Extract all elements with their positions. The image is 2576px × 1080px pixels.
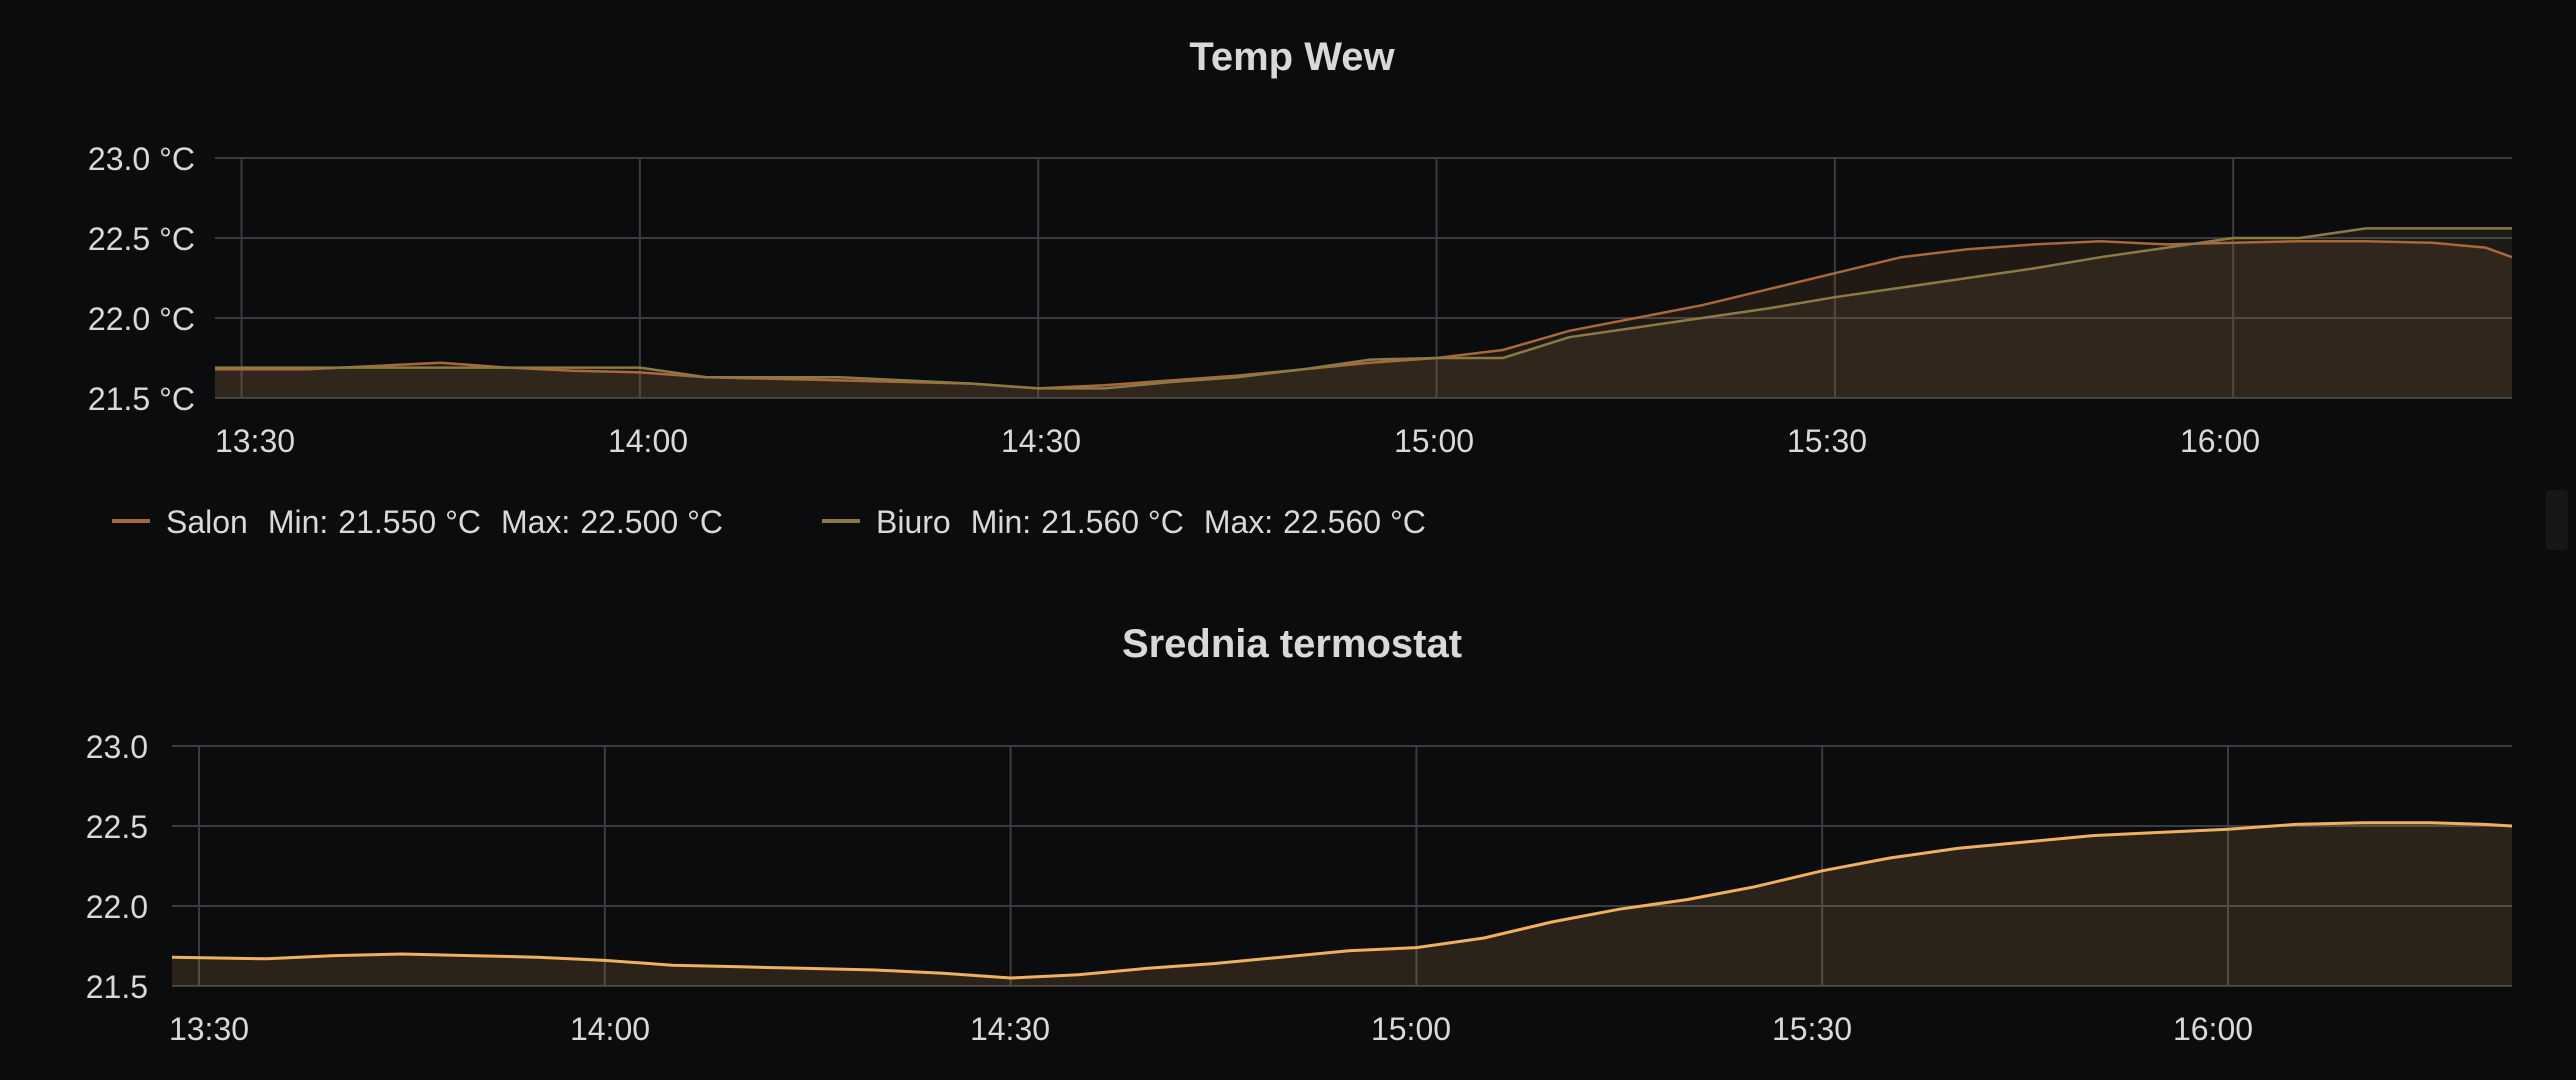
x-tick-label: 14:30	[970, 1011, 1050, 1047]
series-lines	[215, 227, 2513, 390]
legend-entry-biuro: Biuro Min: 21.560 °C Max: 22.560 °C	[876, 504, 1426, 540]
y-tick-label: 23.0 °C	[88, 141, 195, 177]
grid	[215, 157, 2512, 399]
legend-series-name[interactable]: Biuro	[876, 504, 951, 540]
x-tick-label: 13:30	[169, 1011, 249, 1047]
x-tick-label: 14:30	[1001, 423, 1081, 459]
legend-max-value: 22.500 °C	[580, 504, 723, 540]
series-area-salon	[215, 241, 2512, 398]
legend-max-label: Max:	[1204, 504, 1273, 540]
panel-title[interactable]: Temp Wew	[1189, 35, 1395, 79]
y-tick-label: 21.5	[86, 969, 148, 1005]
y-tick-label: 22.5	[86, 809, 148, 845]
series-fill-area	[172, 822, 2512, 986]
x-tick-label: 15:30	[1772, 1011, 1852, 1047]
series-line-salon[interactable]	[215, 239, 2513, 390]
legend-item-salon[interactable]: Salon Min: 21.550 °C Max: 22.500 °C	[112, 504, 723, 540]
legend-min-label: Min:	[268, 504, 328, 540]
legend-entry-salon: Salon Min: 21.550 °C Max: 22.500 °C	[166, 504, 723, 540]
y-tick-label: 22.0	[86, 889, 148, 925]
y-axis: 23.0 22.5 22.0 21.5	[86, 729, 148, 1005]
legend-min-label: Min:	[971, 504, 1031, 540]
x-tick-label: 13:30	[215, 423, 295, 459]
legend-series-name[interactable]: Salon	[166, 504, 248, 540]
legend-min-value: 21.550 °C	[338, 504, 481, 540]
x-tick-label: 15:00	[1394, 423, 1474, 459]
y-tick-label: 22.0 °C	[88, 301, 195, 337]
series-lines	[171, 821, 2513, 980]
x-tick-label: 16:00	[2173, 1011, 2253, 1047]
legend: Salon Min: 21.550 °C Max: 22.500 °C Biuro Min…	[112, 504, 1426, 540]
x-axis: 13:30 14:00 14:30 15:00 15:30 16:00	[215, 423, 2260, 459]
series-line-avg[interactable]	[171, 821, 2513, 980]
panel-title[interactable]: Srednia termostat	[1122, 622, 1462, 666]
series-fill-area	[215, 228, 2512, 398]
y-tick-label: 23.0	[86, 729, 148, 765]
panel-temp-wew: Temp Wew 23.0 °C 22.5 °C 22.0 °C 21.5 °C…	[88, 35, 2513, 540]
grid	[172, 745, 2512, 987]
legend-min-value: 21.560 °C	[1041, 504, 1184, 540]
x-tick-label: 14:00	[608, 423, 688, 459]
panel-srednia-termostat: Srednia termostat 23.0 22.5 22.0 21.5 13…	[86, 622, 2513, 1047]
series-area-avg	[172, 822, 2512, 986]
y-tick-label: 21.5 °C	[88, 381, 195, 417]
x-tick-label: 16:00	[2180, 423, 2260, 459]
legend-item-biuro[interactable]: Biuro Min: 21.560 °C Max: 22.560 °C	[822, 504, 1426, 540]
legend-max-value: 22.560 °C	[1283, 504, 1426, 540]
y-tick-label: 22.5 °C	[88, 221, 195, 257]
resize-handle[interactable]	[2546, 490, 2568, 550]
legend-max-label: Max:	[501, 504, 570, 540]
series-line-biuro[interactable]	[215, 227, 2512, 390]
x-tick-label: 15:00	[1371, 1011, 1451, 1047]
x-axis: 13:30 14:00 14:30 15:00 15:30 16:00	[169, 1011, 2253, 1047]
x-tick-label: 15:30	[1787, 423, 1867, 459]
y-axis: 23.0 °C 22.5 °C 22.0 °C 21.5 °C	[88, 141, 195, 417]
series-area-biuro	[215, 228, 2512, 398]
x-tick-label: 14:00	[570, 1011, 650, 1047]
